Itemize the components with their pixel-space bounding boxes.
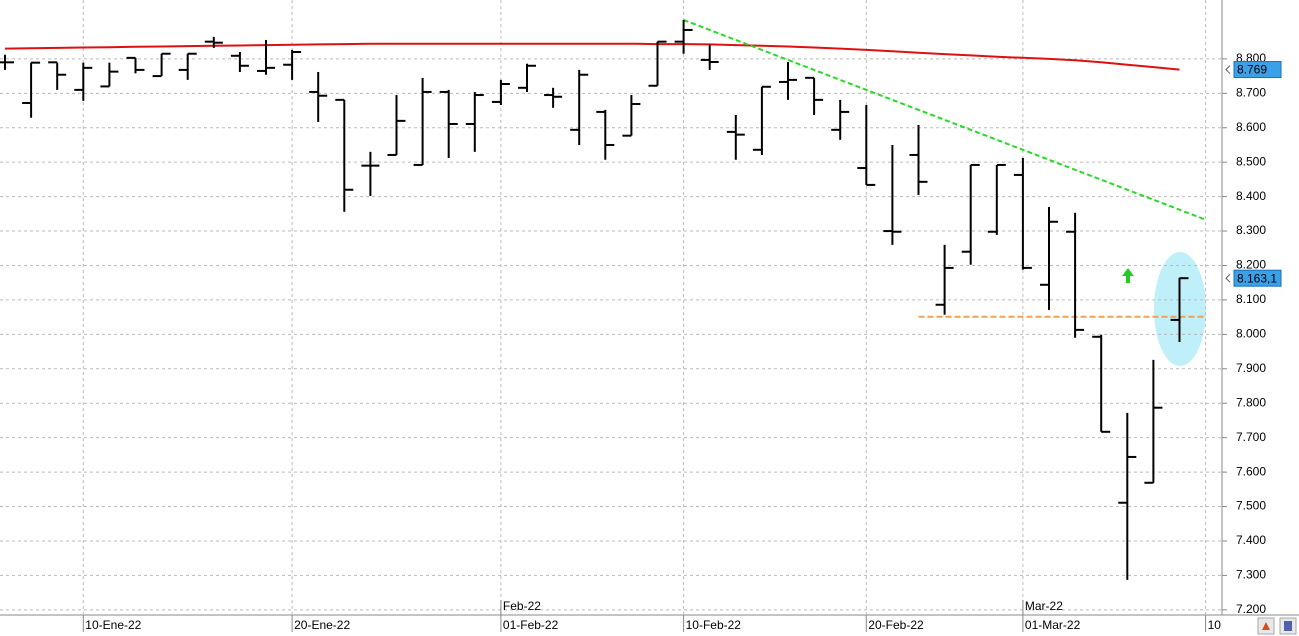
x-tick-label: 01-Mar-22 — [1025, 618, 1081, 632]
save-icon — [1284, 621, 1292, 631]
y-tick-label: 8.600 — [1236, 120, 1266, 134]
price-label-pointer — [1225, 273, 1231, 283]
x-tick-label: 10 — [1208, 618, 1222, 632]
price-label: 8.163,1 — [1237, 271, 1277, 285]
y-tick-label: 8.000 — [1236, 327, 1266, 341]
up-arrow — [1122, 268, 1134, 283]
x-tick-label: 10-Feb-22 — [686, 618, 742, 632]
price-label: 8.769 — [1237, 63, 1267, 77]
y-tick-label: 8.300 — [1236, 223, 1266, 237]
toolbar-icon — [1262, 622, 1270, 630]
price-label-pointer — [1225, 65, 1231, 74]
price-label-box — [1233, 61, 1282, 79]
price-label-box — [1233, 269, 1282, 287]
month-label: Feb-22 — [503, 599, 541, 613]
y-tick-label: 7.300 — [1236, 568, 1266, 582]
y-tick-label: 7.500 — [1236, 499, 1266, 513]
x-tick-label: 01-Feb-22 — [503, 618, 559, 632]
moving-average-line — [4, 42, 1180, 71]
y-tick-label: 8.200 — [1236, 258, 1266, 272]
x-tick-label: 20-Ene-22 — [294, 618, 350, 632]
x-tick-label: 10-Ene-22 — [85, 618, 141, 632]
y-tick-label: 8.100 — [1236, 292, 1266, 306]
month-label: Mar-22 — [1025, 599, 1063, 613]
y-tick-label: 7.400 — [1236, 533, 1266, 547]
y-tick-label: 7.600 — [1236, 464, 1266, 478]
y-tick-label: 7.200 — [1236, 602, 1266, 616]
y-tick-label: 7.900 — [1236, 361, 1266, 375]
y-tick-label: 7.700 — [1236, 430, 1266, 444]
y-tick-label: 8.500 — [1236, 154, 1266, 168]
y-tick-label: 8.400 — [1236, 189, 1266, 203]
trendline — [683, 19, 1206, 221]
x-tick-label: 20-Feb-22 — [868, 618, 924, 632]
y-tick-label: 7.800 — [1236, 395, 1266, 409]
y-tick-label: 8.700 — [1236, 85, 1266, 99]
